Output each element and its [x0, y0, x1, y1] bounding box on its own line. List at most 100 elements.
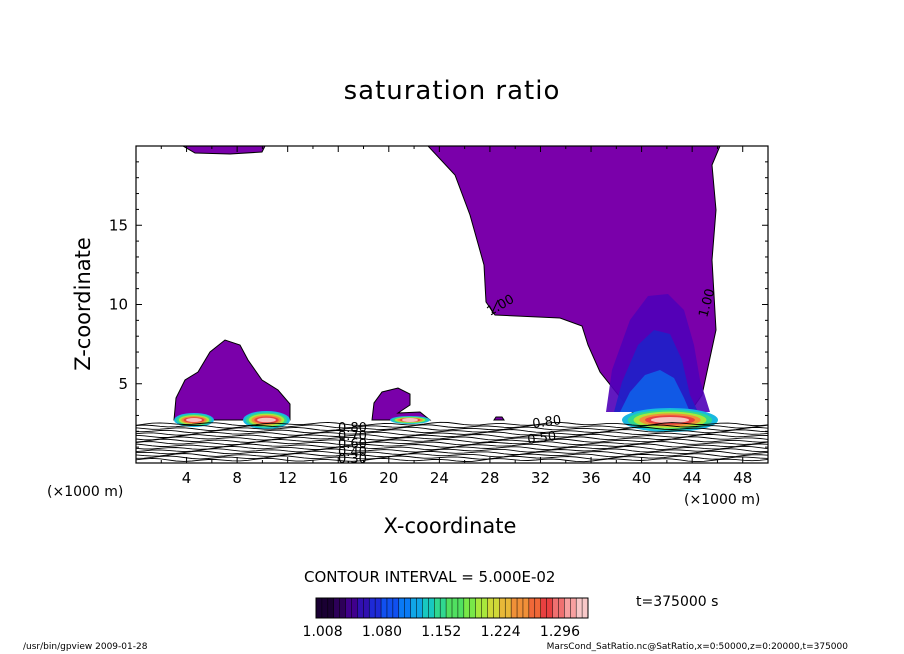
purple-region-2: [173, 339, 291, 421]
colorbar-cell: [505, 598, 512, 618]
hotspot-40km-layer-5: [650, 417, 690, 423]
y-tick-label: 5: [118, 375, 128, 393]
colorbar-cell: [481, 598, 488, 618]
colorbar-cell: [345, 598, 352, 618]
footer-left: /usr/bin/gpview 2009-01-28: [23, 642, 148, 652]
colorbar-cell: [517, 598, 524, 618]
colorbar-cell: [351, 598, 358, 618]
x-tick-label: 4: [182, 469, 192, 487]
colorbar-cell: [576, 598, 583, 618]
colorbar-cell: [446, 598, 453, 618]
colorbar-cell: [582, 598, 589, 618]
contour-line-13: [136, 453, 768, 458]
contour-line-12: [136, 450, 768, 455]
chart-title: saturation ratio: [343, 76, 561, 106]
colorbar-cell: [528, 598, 536, 618]
colorbar-cell: [339, 598, 347, 618]
colorbar-tick-label: 1.080: [362, 624, 402, 640]
colorbar-cell: [422, 598, 429, 618]
x-tick-label: 48: [733, 469, 752, 487]
colorbar-cell: [392, 598, 400, 618]
colorbar-cell: [386, 598, 394, 618]
x-unit-label-left: (×1000 m): [47, 484, 124, 500]
contour-line-3: [136, 429, 768, 434]
contour-interval-label: CONTOUR INTERVAL = 5.000E-02: [304, 568, 556, 586]
colorbar-frame: [315, 597, 589, 619]
hotspot-5km-layer-5: [186, 418, 202, 422]
colorbar-cell: [552, 598, 559, 618]
colorbar-tick-label: 1.224: [481, 624, 521, 640]
x-tick-label: 44: [683, 469, 702, 487]
x-tick-label: 32: [531, 469, 550, 487]
colorbar-cell: [363, 598, 370, 618]
colorbar-cell: [522, 598, 530, 618]
x-tick-label: 16: [329, 469, 348, 487]
colorbar-tick-label: 1.008: [303, 624, 343, 640]
colorbar-cell: [416, 598, 423, 618]
time-label: t=375000 s: [636, 594, 719, 610]
colorbar-tick-label: 1.152: [421, 624, 461, 640]
contour-line-8: [136, 441, 768, 446]
colorbar-cell: [316, 598, 323, 618]
y-tick-label: 10: [109, 296, 128, 314]
colorbar-cell: [452, 598, 459, 618]
colorbar-cell: [375, 598, 382, 618]
contour-line-10: [136, 445, 768, 451]
colorbar-cell: [333, 598, 341, 618]
colorbar-cell: [381, 598, 388, 618]
x-tick-label: 40: [632, 469, 651, 487]
colorbar-cell: [321, 598, 329, 618]
contour-line-11: [136, 448, 768, 453]
hotspot-21km-layer-5: [402, 418, 418, 422]
colorbar-cell: [546, 598, 554, 618]
colorbar-cell: [511, 598, 518, 618]
colorbar-cell: [434, 598, 441, 618]
contour-lines: [136, 299, 768, 463]
x-tick-label: 36: [581, 469, 600, 487]
contour-line-5: [136, 433, 768, 439]
colorbar-cell: [428, 598, 435, 618]
colorbar-cell: [540, 598, 548, 618]
x-tick-label: 12: [278, 469, 297, 487]
x-tick-label: 20: [379, 469, 398, 487]
contour-line-2: [136, 426, 768, 431]
purple-region-4: [493, 416, 505, 421]
contour-label: 0.50: [526, 429, 557, 448]
colorbar-tick-label: 1.296: [540, 624, 580, 640]
y-tick-label: 15: [109, 216, 128, 234]
colorbar: 1.008 1.080 1.152 1.224 1.296: [303, 597, 589, 640]
x-unit-label-right: (×1000 m): [684, 492, 761, 508]
contour-line-14: [136, 455, 768, 460]
filled-regions: [173, 146, 721, 432]
contour-line-0: [136, 421, 768, 427]
colorbar-cell: [499, 598, 506, 618]
contour-label: 0.80: [338, 421, 367, 436]
contour-labels: 1.00 1.000.800.500.800.700.600.400.30: [338, 287, 718, 463]
contour-label: 0.80: [531, 413, 562, 432]
colorbar-cell: [357, 598, 364, 618]
x-axis-label: X-coordinate: [383, 514, 517, 538]
colorbar-cell: [410, 598, 418, 618]
colorbar-cell: [558, 598, 565, 618]
colorbar-cell: [475, 598, 483, 618]
contour-label: 0.60: [338, 437, 367, 452]
contour-line-15: [136, 457, 768, 463]
contour-line-4: [136, 431, 768, 436]
colorbar-cell: [534, 598, 542, 618]
colorbar-cell: [404, 598, 412, 618]
x-tick-label: 8: [232, 469, 242, 487]
colorbar-cell: [487, 598, 494, 618]
plume-core-3: [620, 370, 690, 412]
colorbar-cell: [564, 598, 571, 618]
purple-region-3: [371, 387, 432, 421]
x-tick-label: 24: [430, 469, 449, 487]
colorbar-cell: [457, 598, 465, 618]
colorbar-cell: [463, 598, 471, 618]
contour-label: 0.70: [338, 429, 367, 444]
purple-region-0: [182, 146, 266, 155]
colorbar-cell: [493, 598, 500, 618]
colorbar-cell: [327, 598, 335, 618]
contour-line-9: [136, 443, 768, 448]
